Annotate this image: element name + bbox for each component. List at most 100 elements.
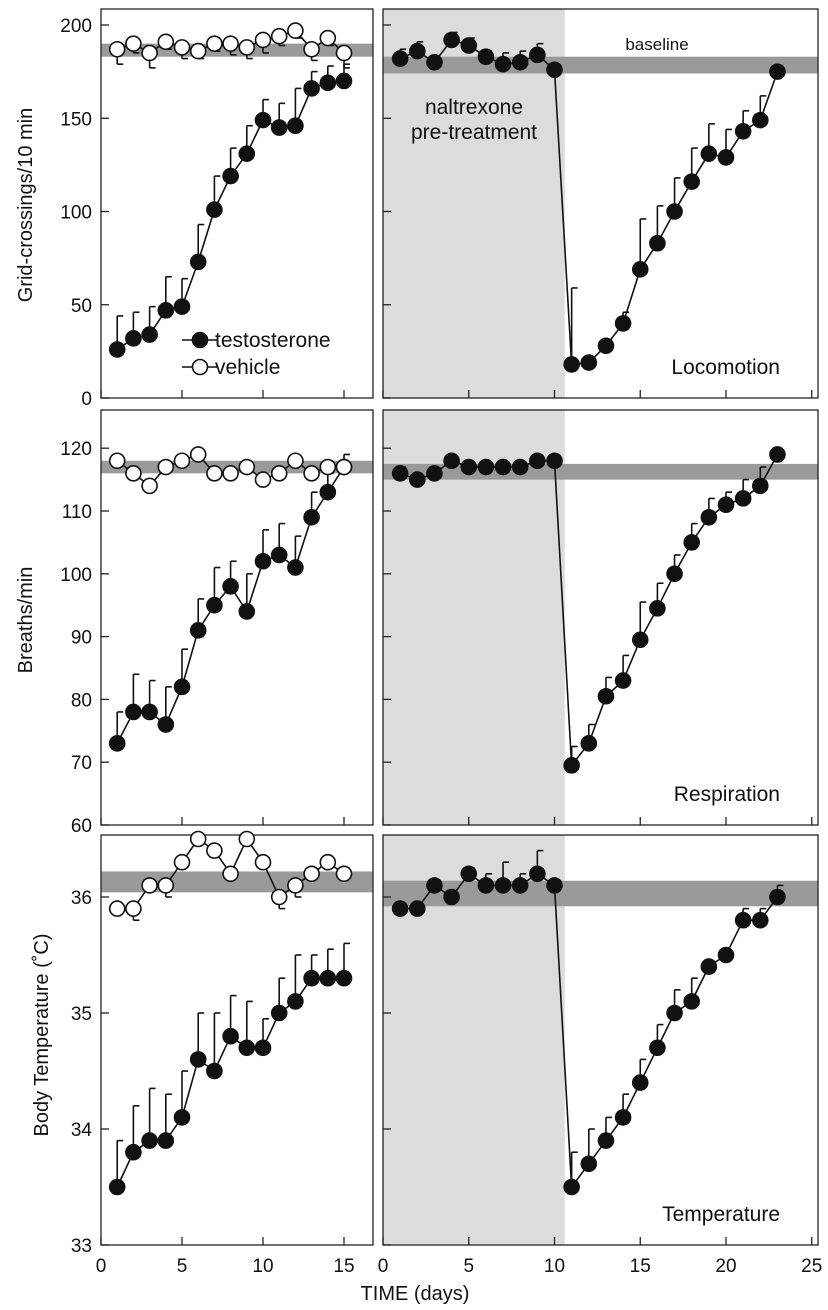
panel-frame (382, 8, 819, 399)
marker-testosterone (443, 888, 460, 906)
marker-testosterone (460, 37, 478, 54)
marker-vehicle (141, 877, 158, 894)
marker-testosterone (529, 46, 546, 64)
marker-vehicle (173, 39, 191, 56)
marker-testosterone (270, 119, 288, 136)
marker-testosterone (529, 865, 546, 883)
marker-testosterone (141, 1132, 158, 1149)
marker-testosterone (189, 622, 207, 639)
marker-testosterone (769, 888, 786, 906)
marker-testosterone (141, 326, 158, 343)
marker-testosterone (563, 1178, 580, 1196)
marker-testosterone (222, 578, 239, 595)
y-tick-label: 110 (62, 502, 92, 523)
marker-testosterone (108, 1178, 126, 1196)
y-tick-label: 50 (71, 296, 92, 317)
panel-frame (100, 834, 374, 1246)
marker-vehicle (303, 40, 320, 58)
marker-testosterone (157, 302, 175, 319)
marker-testosterone (683, 173, 701, 190)
marker-vehicle (222, 465, 239, 482)
y-tick-label: 120 (60, 439, 92, 460)
marker-testosterone (717, 496, 735, 514)
marker-vehicle (141, 477, 158, 495)
marker-testosterone (597, 687, 615, 705)
y-tick-label: 100 (60, 565, 92, 586)
marker-testosterone (631, 631, 649, 649)
marker-vehicle (173, 853, 191, 871)
marker-testosterone (769, 446, 786, 463)
marker-testosterone (649, 234, 666, 252)
marker-testosterone (683, 993, 701, 1010)
x-tick-label: 5 (177, 1256, 188, 1277)
marker-testosterone (683, 534, 701, 551)
x-tick-label: 10 (252, 1256, 273, 1277)
marker-testosterone (546, 61, 563, 79)
marker-testosterone (700, 508, 718, 526)
marker-testosterone (511, 877, 529, 894)
marker-vehicle (335, 865, 353, 883)
x-tick-label: 10 (544, 1256, 565, 1277)
x-tick-label: 15 (630, 1256, 651, 1277)
marker-vehicle (303, 465, 320, 482)
marker-testosterone (270, 546, 288, 564)
marker-testosterone (563, 356, 580, 373)
marker-vehicle (125, 900, 142, 917)
marker-testosterone (319, 969, 337, 987)
panel-frame (382, 409, 819, 826)
panel-label-respiration: Respiration (674, 783, 780, 806)
x-tick-label: 20 (715, 1256, 736, 1277)
legend-marker-testosterone (191, 331, 209, 349)
marker-testosterone (734, 911, 752, 929)
marker-testosterone (580, 735, 598, 752)
marker-testosterone (189, 1051, 207, 1068)
marker-vehicle (206, 465, 223, 482)
marker-vehicle (254, 471, 272, 488)
marker-testosterone (173, 678, 191, 696)
marker-testosterone (751, 111, 769, 129)
marker-vehicle (189, 42, 207, 60)
panel-locomotion-left: 0 50 100 150 200 testosterone vehicle (60, 8, 374, 410)
marker-vehicle (206, 35, 223, 52)
baseline-label: baseline (625, 35, 688, 54)
panel-frame (382, 834, 819, 1246)
marker-testosterone (125, 1143, 142, 1161)
marker-vehicle (287, 22, 304, 39)
x-axis-title: TIME (days) (361, 1283, 470, 1305)
marker-vehicle (270, 27, 288, 45)
panel-frame (100, 8, 374, 399)
marker-testosterone (426, 877, 443, 894)
marker-testosterone (477, 48, 495, 66)
marker-vehicle (206, 842, 223, 859)
panel-respiration-right: Respiration (382, 409, 819, 826)
marker-testosterone (108, 341, 126, 358)
marker-testosterone (649, 600, 666, 617)
marker-testosterone (614, 672, 632, 689)
shade-label-line1: naltrexone (425, 96, 523, 119)
y-tick-label: 36 (71, 888, 92, 909)
marker-testosterone (238, 1039, 256, 1057)
marker-testosterone (254, 1039, 272, 1057)
marker-testosterone (769, 63, 786, 80)
marker-testosterone (319, 74, 337, 92)
x-tick-label: 0 (96, 1256, 107, 1277)
marker-testosterone (254, 111, 272, 129)
marker-testosterone (303, 80, 320, 97)
marker-testosterone (666, 1004, 683, 1022)
marker-vehicle (222, 35, 239, 52)
marker-testosterone (751, 911, 769, 929)
marker-vehicle (254, 853, 272, 871)
marker-testosterone (717, 946, 735, 964)
marker-vehicle (173, 452, 191, 470)
marker-testosterone (319, 483, 337, 501)
y-tick-label: 90 (71, 628, 92, 649)
y-axis-title-temperature: Body Temperature (˚C) (31, 933, 53, 1136)
marker-testosterone (125, 703, 142, 721)
marker-testosterone (303, 508, 320, 526)
marker-testosterone (460, 865, 478, 883)
marker-vehicle (157, 458, 175, 476)
marker-testosterone (189, 253, 207, 271)
marker-testosterone (460, 458, 478, 476)
marker-vehicle (125, 35, 142, 52)
marker-testosterone (238, 145, 256, 162)
